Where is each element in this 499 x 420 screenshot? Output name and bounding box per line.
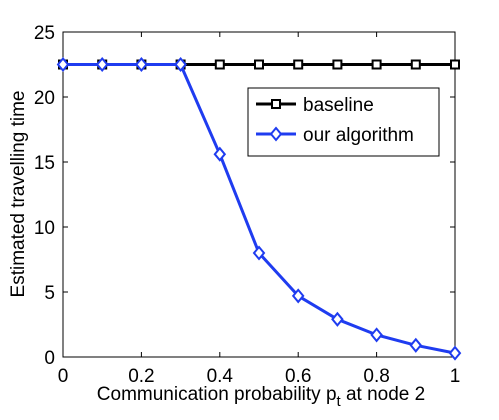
data-point-our-algorithm	[331, 311, 344, 327]
x-tick-label: 1	[450, 366, 461, 387]
series-layer	[56, 56, 462, 361]
y-tick-label: 20	[34, 88, 55, 109]
x-tick-label: 0.6	[285, 366, 311, 387]
x-axis-label: Communication probability pt at node 2	[97, 384, 425, 410]
data-point-our-algorithm	[174, 56, 187, 73]
x-tick-label: 0.4	[207, 366, 234, 387]
data-point-our-algorithm	[252, 245, 266, 261]
data-point-baseline	[410, 59, 421, 70]
data-point-our-algorithm	[135, 56, 148, 73]
legend-label-baseline: baseline	[303, 95, 374, 116]
x-tick-label: 0.2	[128, 366, 154, 387]
data-point-our-algorithm	[409, 337, 423, 353]
legend-marker-baseline	[271, 99, 281, 109]
data-point-baseline	[293, 59, 304, 70]
y-tick-label: 0	[44, 348, 55, 369]
y-axis-label: Estimated travelling time	[8, 91, 29, 298]
x-axis-label-suffix: at node 2	[341, 384, 426, 405]
y-tick-label: 5	[44, 283, 55, 304]
plot-area	[62, 31, 456, 358]
data-point-our-algorithm	[370, 327, 383, 343]
x-axis-label-main: Communication probability p	[97, 384, 337, 405]
legend-marker-our-algorithm	[269, 126, 283, 142]
x-tick-label: 0	[58, 366, 69, 387]
data-point-our-algorithm	[448, 345, 462, 361]
legend: baseline our algorithm	[247, 87, 440, 157]
data-point-our-algorithm	[95, 56, 109, 73]
data-point-our-algorithm	[291, 288, 305, 304]
y-tick-label: 15	[34, 153, 55, 174]
data-point-baseline	[450, 59, 460, 70]
legend-label-our-algorithm: our algorithm	[303, 125, 414, 146]
x-axis-label-subscript: t	[337, 393, 342, 410]
data-point-baseline	[371, 59, 382, 70]
data-point-baseline	[332, 59, 343, 70]
y-tick-label: 10	[34, 218, 55, 239]
data-point-baseline	[254, 59, 264, 70]
data-point-our-algorithm	[56, 56, 70, 73]
data-point-our-algorithm	[213, 146, 227, 162]
x-tick-label: 0.8	[363, 366, 389, 387]
y-tick-label: 25	[34, 23, 55, 44]
data-point-baseline	[214, 59, 225, 70]
